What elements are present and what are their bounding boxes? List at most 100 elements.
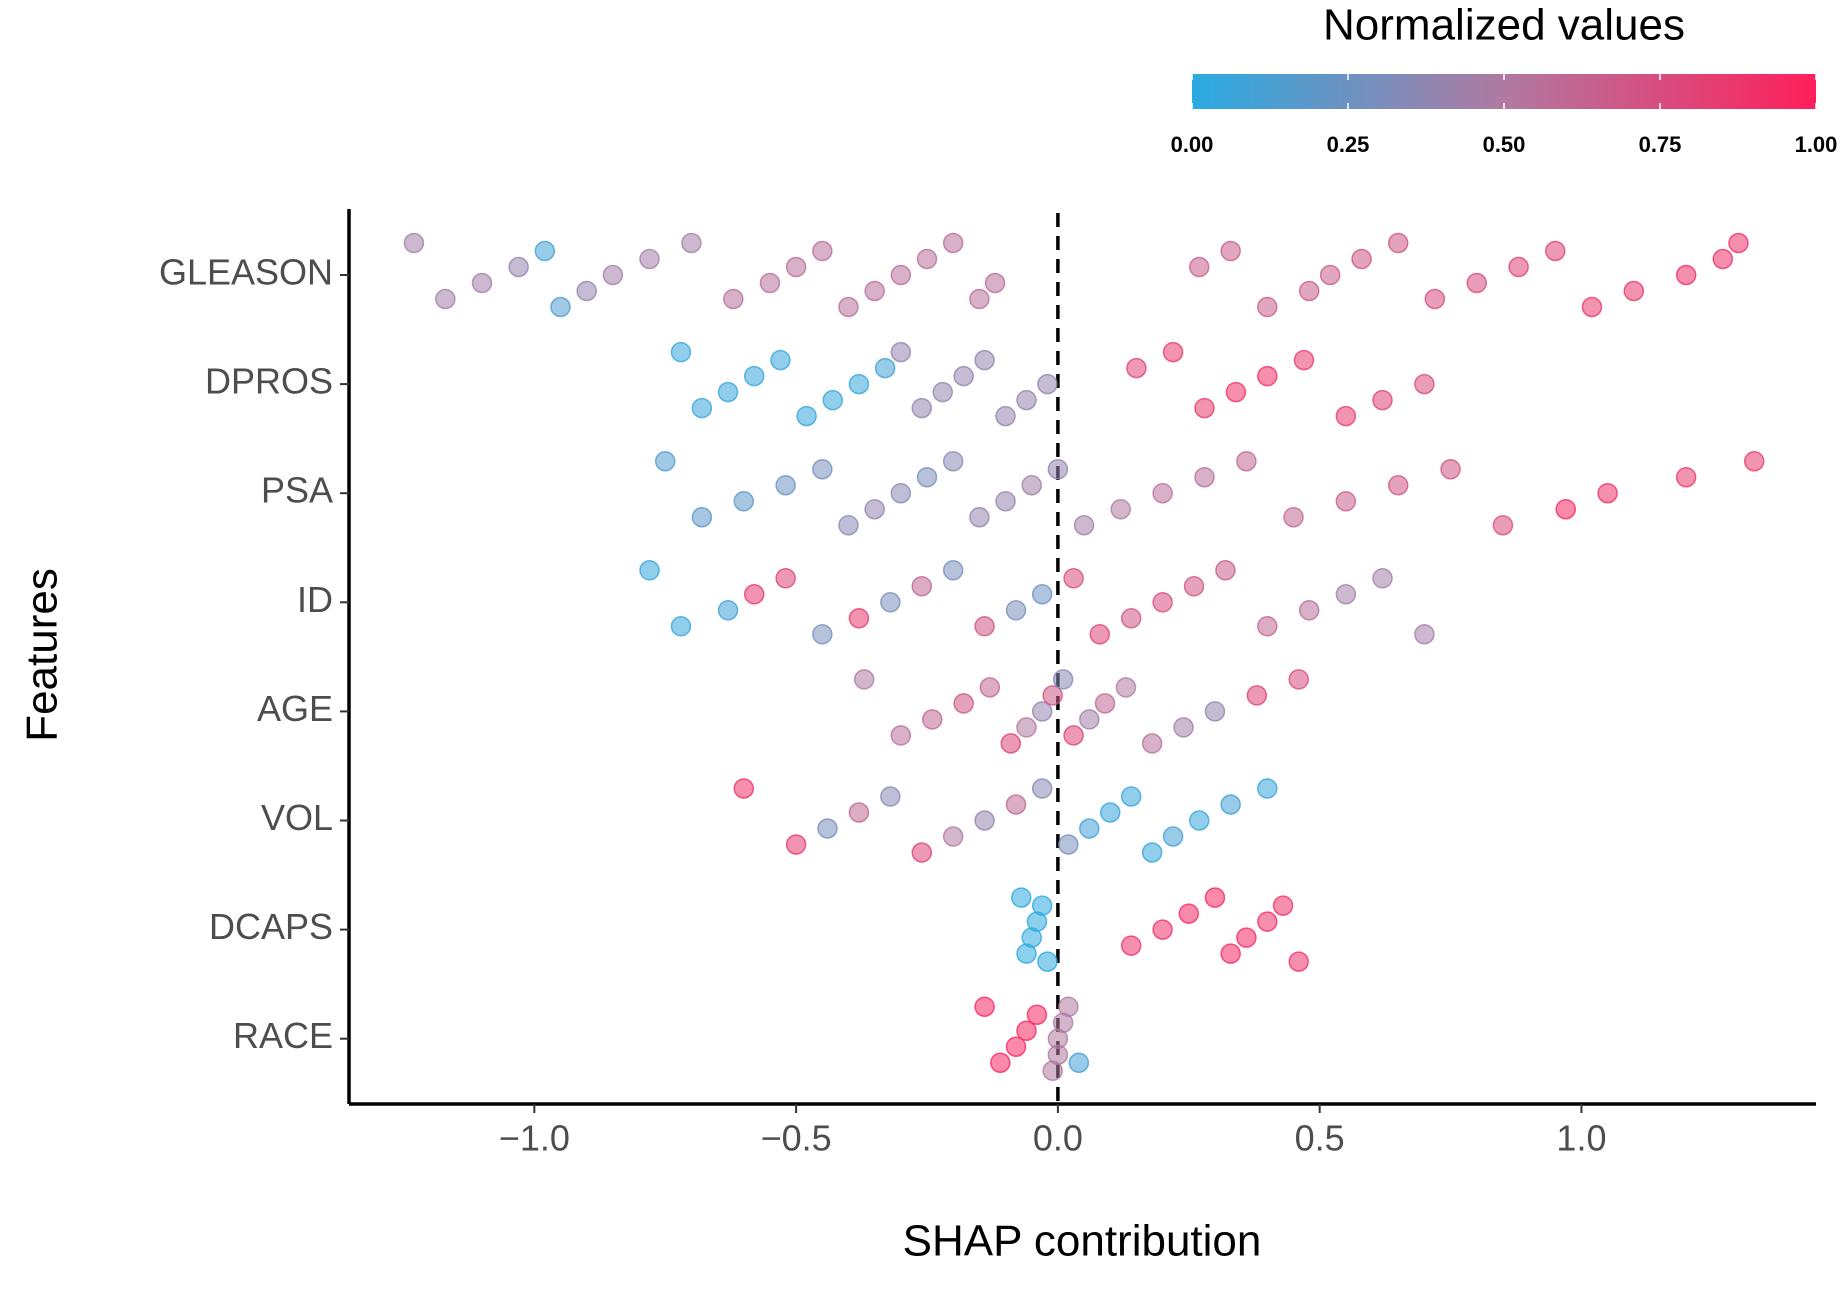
point <box>979 677 1001 698</box>
point <box>890 264 912 286</box>
point <box>974 810 995 831</box>
point <box>654 450 676 472</box>
point <box>911 397 933 419</box>
point <box>1220 794 1241 815</box>
point <box>717 600 739 621</box>
point <box>471 272 493 294</box>
swarm <box>403 232 1749 318</box>
y-tick-label: RACE <box>233 1015 333 1056</box>
x-tick-label: −0.5 <box>761 1118 832 1159</box>
point <box>1215 560 1236 581</box>
point <box>1288 951 1309 972</box>
point <box>1288 669 1309 690</box>
point <box>1152 592 1173 613</box>
point <box>953 693 974 714</box>
point <box>403 232 425 254</box>
point <box>911 576 933 597</box>
point <box>1141 733 1163 754</box>
point <box>1728 232 1749 254</box>
point <box>670 341 692 363</box>
point <box>1063 725 1084 746</box>
point <box>1189 256 1210 278</box>
swarm <box>853 669 1309 754</box>
point <box>1115 677 1137 698</box>
point <box>1508 256 1529 278</box>
point <box>1246 685 1268 706</box>
point <box>681 232 702 254</box>
colorbar-title: Normalized values <box>1323 1 1685 50</box>
point <box>974 616 995 637</box>
colorbar-tick-label: 1.00 <box>1795 132 1838 157</box>
point <box>1005 600 1027 621</box>
point <box>1293 349 1315 371</box>
point <box>1351 248 1372 270</box>
point <box>848 802 870 823</box>
point <box>1257 911 1278 932</box>
point <box>1058 834 1079 855</box>
point <box>1110 498 1131 520</box>
y-axis-title: Features <box>18 568 67 742</box>
point <box>1089 624 1111 645</box>
point <box>1675 466 1697 488</box>
point <box>1372 568 1393 589</box>
point <box>1047 458 1069 480</box>
point <box>890 482 912 504</box>
swarm <box>639 560 1435 645</box>
point <box>435 288 456 310</box>
point <box>1194 397 1215 419</box>
point <box>1016 1020 1037 1041</box>
point <box>1414 373 1435 395</box>
point <box>974 996 995 1017</box>
swarm <box>670 341 1435 427</box>
point <box>1099 802 1121 823</box>
point <box>733 778 755 799</box>
point <box>916 248 938 270</box>
point <box>1440 458 1461 480</box>
point <box>995 490 1016 512</box>
point <box>743 365 765 387</box>
point <box>1597 482 1618 504</box>
point <box>1042 685 1063 706</box>
y-tick-label: GLEASON <box>159 252 333 293</box>
point <box>890 725 912 746</box>
point <box>1272 895 1294 916</box>
point <box>1335 405 1357 427</box>
point <box>1079 709 1100 730</box>
point <box>1372 389 1393 411</box>
point <box>670 616 692 637</box>
colorbar-tick-label: 0.75 <box>1639 132 1682 157</box>
point <box>990 1052 1011 1073</box>
point <box>1545 240 1566 262</box>
y-tick-label: VOL <box>261 797 333 838</box>
colorbar-tick-label: 0.50 <box>1483 132 1526 157</box>
point <box>1257 296 1278 318</box>
point <box>812 458 833 480</box>
point <box>1298 280 1320 302</box>
y-tick-label: AGE <box>257 688 333 729</box>
point <box>1387 232 1409 254</box>
point <box>864 498 885 520</box>
point <box>942 232 964 254</box>
point <box>932 381 953 403</box>
point <box>942 450 964 472</box>
x-tick-label: −1.0 <box>499 1118 570 1159</box>
point <box>1016 717 1037 738</box>
point <box>838 514 859 536</box>
point <box>1162 826 1184 847</box>
point <box>848 373 870 395</box>
y-tick-label: DCAPS <box>209 906 333 947</box>
point <box>1000 733 1022 754</box>
point <box>1335 584 1357 605</box>
point <box>1162 341 1184 363</box>
point <box>1298 600 1320 621</box>
point <box>1555 498 1576 520</box>
point <box>639 560 660 581</box>
swarm <box>654 450 1765 536</box>
point <box>1466 272 1487 294</box>
point <box>1026 1004 1048 1025</box>
point <box>1335 490 1357 512</box>
colorbar-tick-label: 0.00 <box>1171 132 1214 157</box>
point <box>1712 248 1734 270</box>
point <box>1183 576 1205 597</box>
